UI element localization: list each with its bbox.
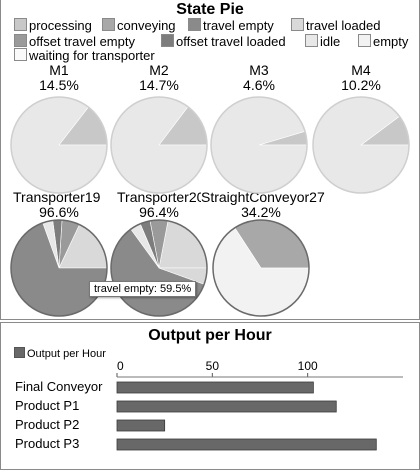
pie-slice-processing [258, 130, 308, 146]
pie-percent-M1: 14.5% [39, 77, 79, 93]
legend-label: offset travel empty [29, 34, 135, 49]
pie-slice-processing [158, 106, 208, 146]
pie-rim [212, 219, 310, 317]
pie-slice-conveying [234, 219, 310, 269]
pie-slice-idle [42, 220, 60, 269]
pie-slice-idle [210, 96, 308, 194]
legend-swatch [102, 18, 115, 31]
legend-item-offset-travel-empty: offset travel empty [14, 34, 135, 49]
pie-M2 [110, 96, 208, 194]
output-legend-label: Output per Hour [27, 348, 106, 360]
pie-name-StraightConveyor27: StraightConveyor27 [201, 189, 325, 205]
pie-slice-offset-travel-loaded [139, 220, 160, 269]
output-per-hour-panel: Output per Hour Output per Hour Final Co… [0, 322, 420, 470]
legend-item-idle: idle [305, 34, 340, 49]
pie-tooltip: travel empty: 59.5% [89, 281, 197, 297]
pie-slice-travel-empty [110, 228, 205, 317]
output-legend: Output per Hour [14, 347, 106, 360]
pie-percent-Transporter20: 96.4% [139, 204, 179, 220]
legend-label: offset travel loaded [176, 34, 286, 49]
pie-slice-empty [212, 227, 310, 317]
output-bar-chart: 0 50 100 [116, 359, 403, 451]
pie-percent-M2: 14.7% [139, 77, 179, 93]
pie-Transporter19 [10, 219, 108, 317]
legend-label: waiting for transporter [29, 48, 155, 63]
legend-swatch [161, 34, 174, 47]
legend-item-travel-loaded: travel loaded [291, 18, 380, 33]
x-tick-label: 100 [298, 359, 318, 373]
pie-slice-processing [58, 106, 108, 146]
pie-name-Transporter19: Transporter19 [13, 189, 101, 205]
pie-slice-travel-empty [10, 222, 108, 317]
category-label: Product P1 [15, 398, 80, 413]
legend-label: idle [320, 34, 341, 49]
pie-slice-offset-travel-empty [58, 219, 80, 269]
pie-name-M1: M1 [49, 62, 69, 78]
pie-rim [210, 96, 308, 194]
legend-item-empty: empty [358, 34, 408, 49]
legend-item-conveying: conveying [102, 18, 176, 33]
legend-label: empty [373, 34, 409, 49]
pie-slice-idle [130, 223, 160, 269]
legend-swatch [14, 48, 27, 61]
pie-M4 [312, 96, 410, 194]
legend-item-processing: processing [14, 18, 92, 33]
pie-Transporter20 [110, 219, 208, 317]
legend-swatch [358, 34, 371, 47]
pie-slice-idle [110, 96, 208, 194]
pie-name-Transporter20: Transporter20 [117, 190, 201, 205]
legend-item-travel-empty: travel empty [188, 18, 274, 33]
pie-M3 [210, 96, 308, 194]
legend-label: conveying [117, 18, 176, 33]
output-legend-swatch [14, 347, 25, 358]
pie-rim [312, 96, 410, 194]
output-chart-title: Output per Hour [148, 327, 272, 344]
pie-slice-offset-travel-loaded [52, 219, 63, 269]
pie-M1 [10, 96, 108, 194]
pie-rim [110, 219, 208, 317]
legend-swatch [305, 34, 318, 47]
legend-swatch [14, 34, 27, 47]
pie-slice-travel-loaded [58, 224, 108, 269]
category-label: Product P2 [15, 417, 80, 432]
pie-percent-StraightConveyor27: 34.2% [241, 204, 281, 220]
pie-rim [10, 219, 108, 317]
category-label: Final Conveyor [15, 379, 103, 394]
pie-name-M4: M4 [351, 62, 371, 78]
pie-slice-idle [312, 96, 410, 194]
pie-percent-Transporter19: 96.6% [39, 204, 79, 220]
legend-item-waiting-for-transporter: waiting for transporter [14, 48, 155, 63]
pie-percent-M3: 4.6% [243, 77, 275, 93]
x-tick-label: 0 [117, 359, 124, 373]
pie-rim [10, 96, 108, 194]
legend-label: travel loaded [306, 18, 381, 33]
pie-rim [110, 96, 208, 194]
pie-name-M2: M2 [149, 62, 169, 78]
bar-Product-P1 [116, 400, 337, 413]
pie-slice-offset-travel-empty [149, 219, 169, 269]
pie-name-M3: M3 [249, 62, 269, 78]
pie-slice-processing [360, 115, 410, 146]
pie-slice-travel-loaded [158, 220, 208, 269]
legend-label: travel empty [203, 18, 274, 33]
bar-Product-P3 [116, 438, 377, 451]
pie-slice-idle [10, 96, 108, 194]
pie-StraightConveyor27 [212, 219, 310, 317]
state-pie-panel: State Pie processing conveying travel empt… [0, 0, 420, 320]
bar-Final-Conveyor [116, 381, 314, 394]
x-tick-label: 50 [206, 359, 220, 373]
legend-swatch [291, 18, 304, 31]
legend-swatch [188, 18, 201, 31]
bar-Product-P2 [116, 419, 166, 432]
pie-percent-M4: 10.2% [341, 77, 381, 93]
legend-item-offset-travel-loaded: offset travel loaded [161, 34, 286, 49]
legend-label: processing [29, 18, 92, 33]
state-pie-title: State Pie [176, 1, 244, 18]
category-label: Product P3 [15, 436, 80, 451]
legend-swatch [14, 18, 27, 31]
